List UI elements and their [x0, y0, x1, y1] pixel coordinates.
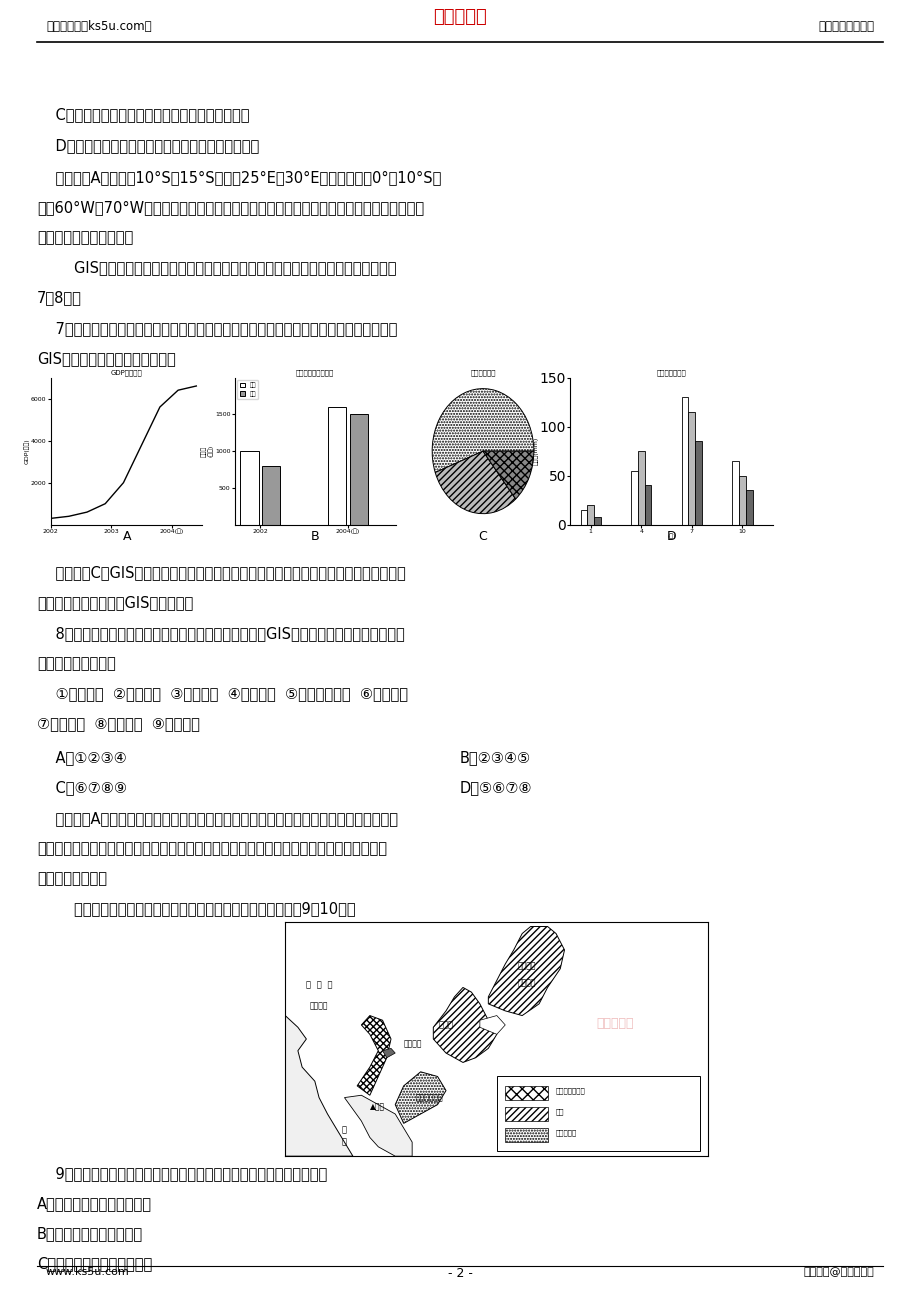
Text: B: B [311, 530, 320, 543]
Text: A: A [122, 530, 131, 543]
Text: 间，60°W至70°W之间，则甲在乙的东南侧。乙地位于亚马孙平原，热带雨林广阔，但由于: 间，60°W至70°W之间，则甲在乙的东南侧。乙地位于亚马孙平原，热带雨林广阔，… [37, 201, 424, 216]
Text: B．对外开放不断引进外资: B．对外开放不断引进外资 [37, 1226, 142, 1242]
Text: D: D [666, 530, 675, 543]
Text: ⑦工业图层  ⑧城市图层  ⑨交通图层: ⑦工业图层 ⑧城市图层 ⑨交通图层 [37, 716, 199, 732]
Text: 7～8题。: 7～8题。 [37, 290, 82, 306]
Text: 解析：选C。GIS是专门处理地理空间数据的计算机系统。贫困人口的分布属于空间方面: 解析：选C。GIS是专门处理地理空间数据的计算机系统。贫困人口的分布属于空间方面 [37, 565, 405, 581]
Text: 的数据范畴，可以借助GIS技术分析。: 的数据范畴，可以借助GIS技术分析。 [37, 595, 193, 611]
Text: - 2 -: - 2 - [447, 1267, 472, 1280]
Text: 9．图中反映出青岛城市规模的不断扩大，其主要区位因素是（　　）: 9．图中反映出青岛城市规模的不断扩大，其主要区位因素是（ ） [37, 1167, 326, 1182]
Text: 解析：选A。分析家乡人口分布与自然条件的关系，则需用人口图层、地形图层、土壤图: 解析：选A。分析家乡人口分布与自然条件的关系，则需用人口图层、地形图层、土壤图 [37, 811, 397, 827]
Text: 条件用图的范畴。: 条件用图的范畴。 [37, 871, 107, 887]
Text: C．甲地所在地区为热带雨林区，但破坏较为严重: C．甲地所在地区为热带雨林区，但破坏较为严重 [37, 107, 249, 122]
Text: C．引黄济青工程的胜利竣工: C．引黄济青工程的胜利竣工 [37, 1256, 152, 1272]
Text: D．甲、乙两地均为热带草原，牧场广阔，牛羊成群: D．甲、乙两地均为热带草原，牧场广阔，牛羊成群 [37, 138, 259, 154]
Text: B．②③④⑤: B．②③④⑤ [460, 750, 530, 766]
Text: 7．下列四图，是同学们为家乡所作的自然、社会经济方面的资料分析图，其中只适宜用: 7．下列四图，是同学们为家乡所作的自然、社会经济方面的资料分析图，其中只适宜用 [37, 322, 397, 337]
Text: 8．同学们拟分析家乡人口分布与自然条件的关系，在GIS数据库中，需调用的专题图层: 8．同学们拟分析家乡人口分布与自然条件的关系，在GIS数据库中，需调用的专题图层 [37, 626, 404, 642]
Text: C: C [478, 530, 487, 543]
Text: www.ks5u.com: www.ks5u.com [46, 1267, 130, 1277]
Text: C．⑥⑦⑧⑨: C．⑥⑦⑧⑨ [37, 780, 127, 796]
Text: ①地形图层  ②土壤图层  ③气候图层  ④人口图层  ⑤商业网点图层  ⑥农业图层: ①地形图层 ②土壤图层 ③气候图层 ④人口图层 ⑤商业网点图层 ⑥农业图层 [37, 686, 407, 702]
Text: A．海洋运输事业的飞速发展: A．海洋运输事业的飞速发展 [37, 1197, 152, 1212]
Text: 解析：选A。甲位于10°S至15°S之间，25°E至30°E之间，乙位于0°与10°S之: 解析：选A。甲位于10°S至15°S之间，25°E至30°E之间，乙位于0°与1… [37, 171, 441, 186]
Text: 高考资源网（ks5u.com）: 高考资源网（ks5u.com） [46, 20, 152, 33]
Text: GIS数据库软件制作的是（　　）: GIS数据库软件制作的是（ ） [37, 352, 176, 367]
Text: 人们的砍伐，破坏严重。: 人们的砍伐，破坏严重。 [37, 230, 133, 246]
Text: D．⑤⑥⑦⑧: D．⑤⑥⑦⑧ [460, 780, 532, 796]
Text: 有下列中的（　　）: 有下列中的（ ） [37, 656, 116, 672]
Text: 高考资源网: 高考资源网 [433, 8, 486, 26]
Text: 层、气候图层，而商业网点图层、农业图层、工业图层、城市图层、交通图层属于社会经济: 层、气候图层，而商业网点图层、农业图层、工业图层、城市图层、交通图层属于社会经济 [37, 841, 386, 857]
Text: 版权所有@高考资源网: 版权所有@高考资源网 [802, 1267, 873, 1277]
Text: GIS是用于空间分析的计算机系统，某中学地理小组将它用于课题研究，据此回答: GIS是用于空间分析的计算机系统，某中学地理小组将它用于课题研究，据此回答 [37, 260, 396, 276]
Text: 青岛市位于山东沿海地带，城市发展迅速。结合下图，完成9～10题。: 青岛市位于山东沿海地带，城市发展迅速。结合下图，完成9～10题。 [37, 901, 355, 917]
Text: 您身边的高考专家: 您身边的高考专家 [817, 20, 873, 33]
Text: A．①②③④: A．①②③④ [37, 750, 127, 766]
